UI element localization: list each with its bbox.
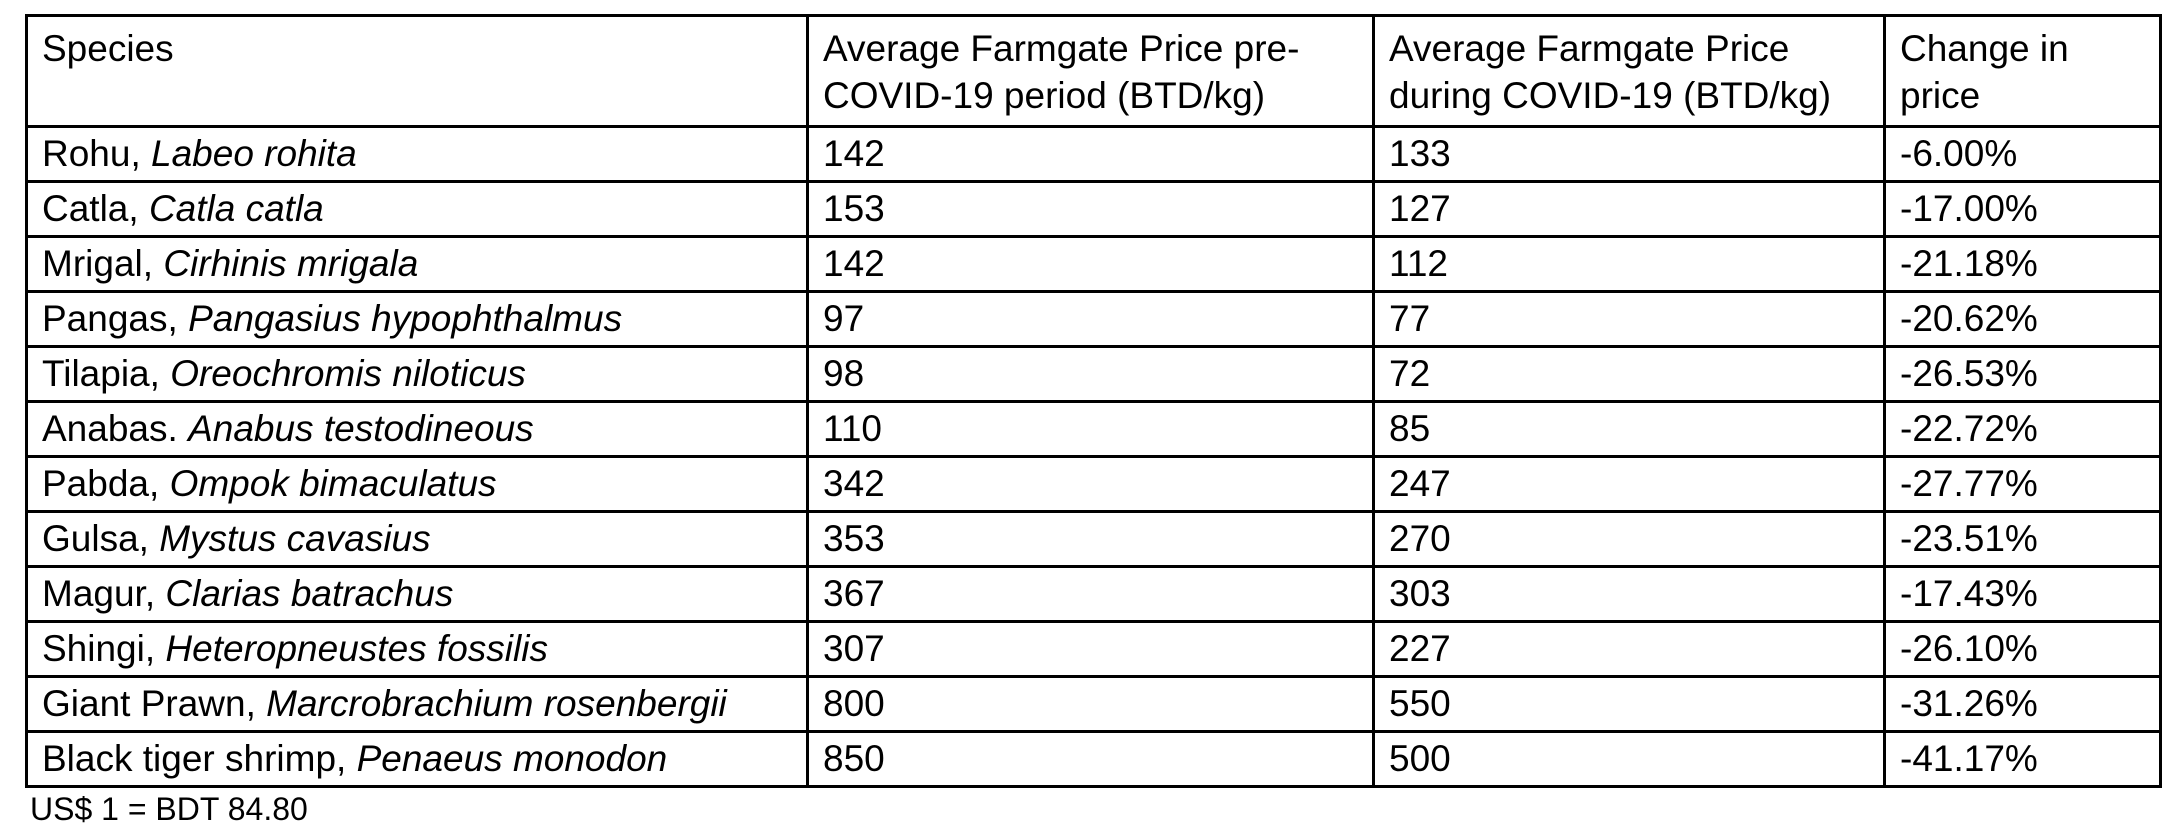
- pre-covid-price-cell: 800: [806, 675, 1375, 733]
- table-row: Pabda, Ompok bimaculatus 342 247 -27.77%: [25, 455, 2162, 513]
- during-covid-price-cell: 85: [1372, 400, 1886, 458]
- header-line: Average Farmgate Price: [1389, 28, 1790, 69]
- table-row: Black tiger shrimp, Penaeus monodon 850 …: [25, 730, 2162, 788]
- pre-covid-price-cell: 342: [806, 455, 1375, 513]
- species-common-name: Anabas.: [42, 408, 178, 449]
- species-common-name: Pabda,: [42, 463, 160, 504]
- species-scientific-name: Mystus cavasius: [159, 518, 431, 559]
- table-row: Anabas. Anabus testodineous 110 85 -22.7…: [25, 400, 2162, 458]
- species-scientific-name: Anabus testodineous: [188, 408, 534, 449]
- change-in-price-cell: -41.17%: [1883, 730, 2162, 788]
- change-in-price-cell: -6.00%: [1883, 125, 2162, 183]
- pre-covid-price-cell: 110: [806, 400, 1375, 458]
- pre-covid-price-cell: 153: [806, 180, 1375, 238]
- species-cell: Pabda, Ompok bimaculatus: [25, 455, 809, 513]
- species-cell: Pangas, Pangasius hypophthalmus: [25, 290, 809, 348]
- table-row: Pangas, Pangasius hypophthalmus 97 77 -2…: [25, 290, 2162, 348]
- species-common-name: Tilapia,: [42, 353, 160, 394]
- pre-covid-price-cell: 98: [806, 345, 1375, 403]
- header-line: COVID-19 period (BTD/kg): [823, 75, 1266, 116]
- species-common-name: Pangas,: [42, 298, 178, 339]
- pre-covid-price-cell: 353: [806, 510, 1375, 568]
- species-scientific-name: Cirhinis mrigala: [163, 243, 419, 284]
- species-cell: Magur, Clarias batrachus: [25, 565, 809, 623]
- species-common-name: Catla,: [42, 188, 139, 229]
- during-covid-price-cell: 227: [1372, 620, 1886, 678]
- species-cell: Giant Prawn, Marcrobrachium rosenbergii: [25, 675, 809, 733]
- change-in-price-cell: -22.72%: [1883, 400, 2162, 458]
- change-in-price-cell: -26.10%: [1883, 620, 2162, 678]
- species-scientific-name: Marcrobrachium rosenbergii: [266, 683, 727, 724]
- table-row: Gulsa, Mystus cavasius 353 270 -23.51%: [25, 510, 2162, 568]
- during-covid-price-cell: 550: [1372, 675, 1886, 733]
- species-cell: Catla, Catla catla: [25, 180, 809, 238]
- species-common-name: Gulsa,: [42, 518, 149, 559]
- pre-covid-price-cell: 142: [806, 235, 1375, 293]
- species-cell: Anabas. Anabus testodineous: [25, 400, 809, 458]
- species-common-name: Magur,: [42, 573, 156, 614]
- change-in-price-cell: -26.53%: [1883, 345, 2162, 403]
- during-covid-price-cell: 127: [1372, 180, 1886, 238]
- table-header-row: Species Average Farmgate Price pre- COVI…: [25, 14, 2162, 128]
- pre-covid-price-cell: 97: [806, 290, 1375, 348]
- farmgate-price-table: Species Average Farmgate Price pre- COVI…: [25, 14, 2162, 788]
- species-cell: Rohu, Labeo rohita: [25, 125, 809, 183]
- species-scientific-name: Labeo rohita: [151, 133, 357, 174]
- species-cell: Shingi, Heteropneustes fossilis: [25, 620, 809, 678]
- during-covid-price-cell: 72: [1372, 345, 1886, 403]
- pre-covid-price-cell: 142: [806, 125, 1375, 183]
- column-header-species: Species: [25, 14, 809, 128]
- table-row: Catla, Catla catla 153 127 -17.00%: [25, 180, 2162, 238]
- change-in-price-cell: -23.51%: [1883, 510, 2162, 568]
- during-covid-price-cell: 112: [1372, 235, 1886, 293]
- during-covid-price-cell: 247: [1372, 455, 1886, 513]
- species-common-name: Black tiger shrimp,: [42, 738, 347, 779]
- table-row: Shingi, Heteropneustes fossilis 307 227 …: [25, 620, 2162, 678]
- species-common-name: Shingi,: [42, 628, 156, 669]
- table-row: Tilapia, Oreochromis niloticus 98 72 -26…: [25, 345, 2162, 403]
- species-scientific-name: Ompok bimaculatus: [169, 463, 497, 504]
- table-row: Giant Prawn, Marcrobrachium rosenbergii …: [25, 675, 2162, 733]
- change-in-price-cell: -31.26%: [1883, 675, 2162, 733]
- pre-covid-price-cell: 850: [806, 730, 1375, 788]
- species-cell: Mrigal, Cirhinis mrigala: [25, 235, 809, 293]
- change-in-price-cell: -17.00%: [1883, 180, 2162, 238]
- change-in-price-cell: -21.18%: [1883, 235, 2162, 293]
- header-line: price: [1900, 75, 1981, 116]
- column-header-change-in-price: Change in price: [1883, 14, 2162, 128]
- species-common-name: Giant Prawn,: [42, 683, 256, 724]
- column-header-during-covid-price: Average Farmgate Price during COVID-19 (…: [1372, 14, 1886, 128]
- species-scientific-name: Heteropneustes fossilis: [165, 628, 548, 669]
- header-line: Species: [42, 28, 174, 69]
- species-scientific-name: Catla catla: [148, 188, 324, 229]
- during-covid-price-cell: 77: [1372, 290, 1886, 348]
- during-covid-price-cell: 133: [1372, 125, 1886, 183]
- header-line: Average Farmgate Price pre-: [823, 28, 1300, 69]
- change-in-price-cell: -27.77%: [1883, 455, 2162, 513]
- header-line: during COVID-19 (BTD/kg): [1389, 75, 1832, 116]
- table-row: Mrigal, Cirhinis mrigala 142 112 -21.18%: [25, 235, 2162, 293]
- change-in-price-cell: -20.62%: [1883, 290, 2162, 348]
- species-cell: Gulsa, Mystus cavasius: [25, 510, 809, 568]
- table-row: Rohu, Labeo rohita 142 133 -6.00%: [25, 125, 2162, 183]
- species-scientific-name: Pangasius hypophthalmus: [188, 298, 623, 339]
- change-in-price-cell: -17.43%: [1883, 565, 2162, 623]
- header-line: Change in: [1900, 28, 2069, 69]
- species-common-name: Rohu,: [42, 133, 141, 174]
- species-cell: Tilapia, Oreochromis niloticus: [25, 345, 809, 403]
- species-cell: Black tiger shrimp, Penaeus monodon: [25, 730, 809, 788]
- species-scientific-name: Clarias batrachus: [165, 573, 454, 614]
- pre-covid-price-cell: 307: [806, 620, 1375, 678]
- column-header-pre-covid-price: Average Farmgate Price pre- COVID-19 per…: [806, 14, 1375, 128]
- species-common-name: Mrigal,: [42, 243, 154, 284]
- species-scientific-name: Oreochromis niloticus: [170, 353, 526, 394]
- table-row: Magur, Clarias batrachus 367 303 -17.43%: [25, 565, 2162, 623]
- exchange-rate-footnote: US$ 1 = BDT 84.80: [30, 791, 308, 827]
- during-covid-price-cell: 270: [1372, 510, 1886, 568]
- species-scientific-name: Penaeus monodon: [356, 738, 668, 779]
- pre-covid-price-cell: 367: [806, 565, 1375, 623]
- during-covid-price-cell: 303: [1372, 565, 1886, 623]
- during-covid-price-cell: 500: [1372, 730, 1886, 788]
